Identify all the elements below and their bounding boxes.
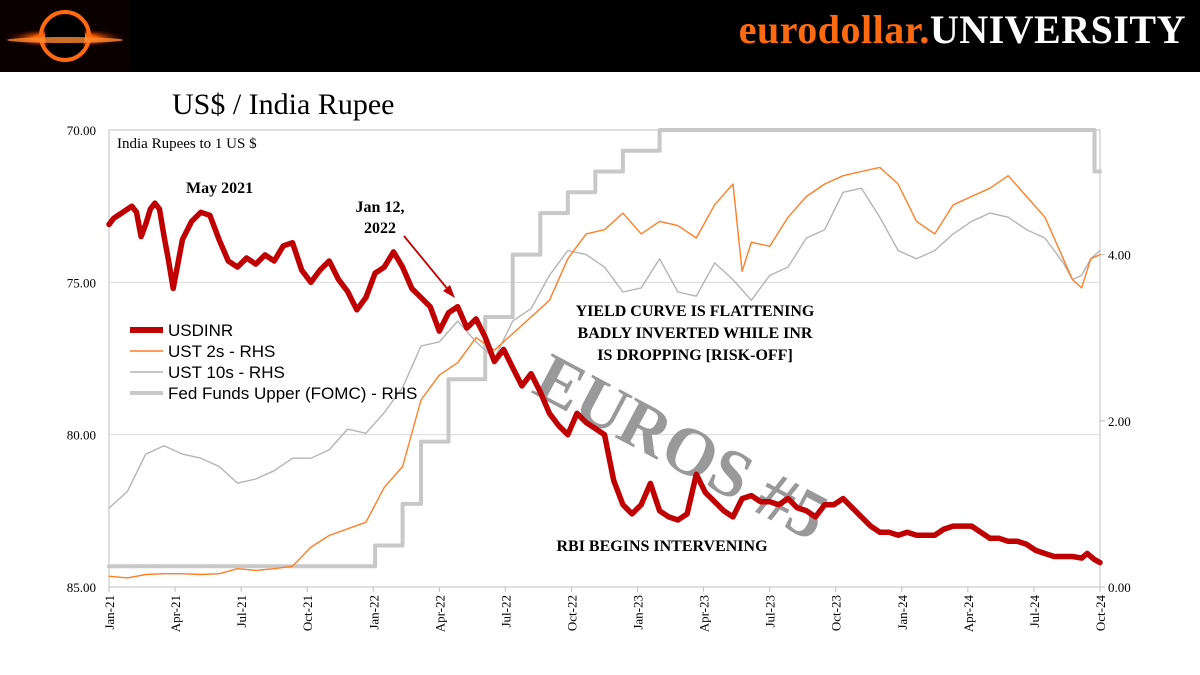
eclipse-ring-icon xyxy=(3,10,127,62)
header-banner: eurodollar.UNIVERSITY xyxy=(0,0,1200,72)
series-usdinr-line xyxy=(106,200,1103,566)
annotation-rbi: RBI BEGINS INTERVENING xyxy=(556,538,768,555)
chart-subtitle: India Rupees to 1 US $ xyxy=(117,136,257,152)
x-tick-label: Apr-24 xyxy=(961,595,976,633)
left-tick-label: 80.00 xyxy=(67,428,96,443)
left-axis: 70.00 75.00 80.00 85.00 xyxy=(67,123,96,595)
series-layer xyxy=(106,128,1103,579)
x-tick-label: Oct-24 xyxy=(1093,595,1108,632)
x-tick-label: Jul-23 xyxy=(763,595,778,628)
annotation-arrow xyxy=(403,235,455,298)
annotation-yield-line2: BADLY INVERTED WHILE INR xyxy=(578,325,813,342)
right-tick-label: 4.00 xyxy=(1108,248,1131,263)
right-tick-label: 0.00 xyxy=(1108,580,1131,595)
series-fed-line xyxy=(107,128,1102,569)
plot-frame xyxy=(108,129,1101,588)
brand-title: eurodollar.UNIVERSITY xyxy=(739,6,1186,53)
left-tick-label: 70.00 xyxy=(67,123,96,138)
x-tick-label: Jan-21 xyxy=(102,595,117,630)
watermark: EUROS #5 xyxy=(523,338,841,555)
x-tick-label: Apr-21 xyxy=(168,595,183,632)
x-tick-label: Jan-22 xyxy=(366,595,381,630)
annotation-may2021: May 2021 xyxy=(186,180,253,197)
legend-label-ust2: UST 2s - RHS xyxy=(168,342,275,361)
logo xyxy=(0,0,130,72)
x-tick-label: Oct-23 xyxy=(829,595,844,631)
legend: USDINR UST 2s - RHS UST 10s - RHS Fed Fu… xyxy=(130,321,417,403)
x-tick-label: Jul-24 xyxy=(1027,595,1042,628)
legend-label-ust10: UST 10s - RHS xyxy=(168,363,285,382)
x-tick-label: Apr-23 xyxy=(697,595,712,632)
series-ust10-line xyxy=(108,187,1101,509)
brand-part2: UNIVERSITY xyxy=(929,7,1186,52)
annotation-yield-line3: IS DROPPING [RISK-OFF] xyxy=(597,347,793,364)
annotation-yield-line1: YIELD CURVE IS FLATTENING xyxy=(576,303,815,320)
x-tick-label: Apr-22 xyxy=(432,595,447,632)
chart-title: US$ / India Rupee xyxy=(172,88,395,121)
x-tick-label: Oct-22 xyxy=(564,595,579,631)
x-axis: Jan-21 Apr-21 Jul-21 Oct-21 Jan-22 Apr-22 Jul-… xyxy=(102,587,1108,632)
x-tick-label: Jan-23 xyxy=(631,595,646,630)
left-tick-label: 75.00 xyxy=(67,275,96,290)
x-tick-label: Oct-21 xyxy=(300,595,315,631)
brand-part1: eurodollar. xyxy=(738,7,930,52)
right-axis: 0.00 2.00 4.00 xyxy=(1100,248,1131,595)
x-tick-label: Jul-22 xyxy=(498,595,513,628)
legend-label-fed: Fed Funds Upper (FOMC) - RHS xyxy=(168,384,417,403)
series-ust2-line xyxy=(108,166,1101,579)
x-tick-label: Jul-21 xyxy=(234,595,249,628)
x-tick-label: Jan-24 xyxy=(895,595,910,630)
left-tick-label: 85.00 xyxy=(67,580,96,595)
legend-label-usdinr: USDINR xyxy=(168,321,233,340)
right-tick-label: 2.00 xyxy=(1108,414,1131,429)
annotation-jan2022-line2: 2022 xyxy=(364,220,396,237)
annotation-jan2022-line1: Jan 12, xyxy=(356,199,405,216)
